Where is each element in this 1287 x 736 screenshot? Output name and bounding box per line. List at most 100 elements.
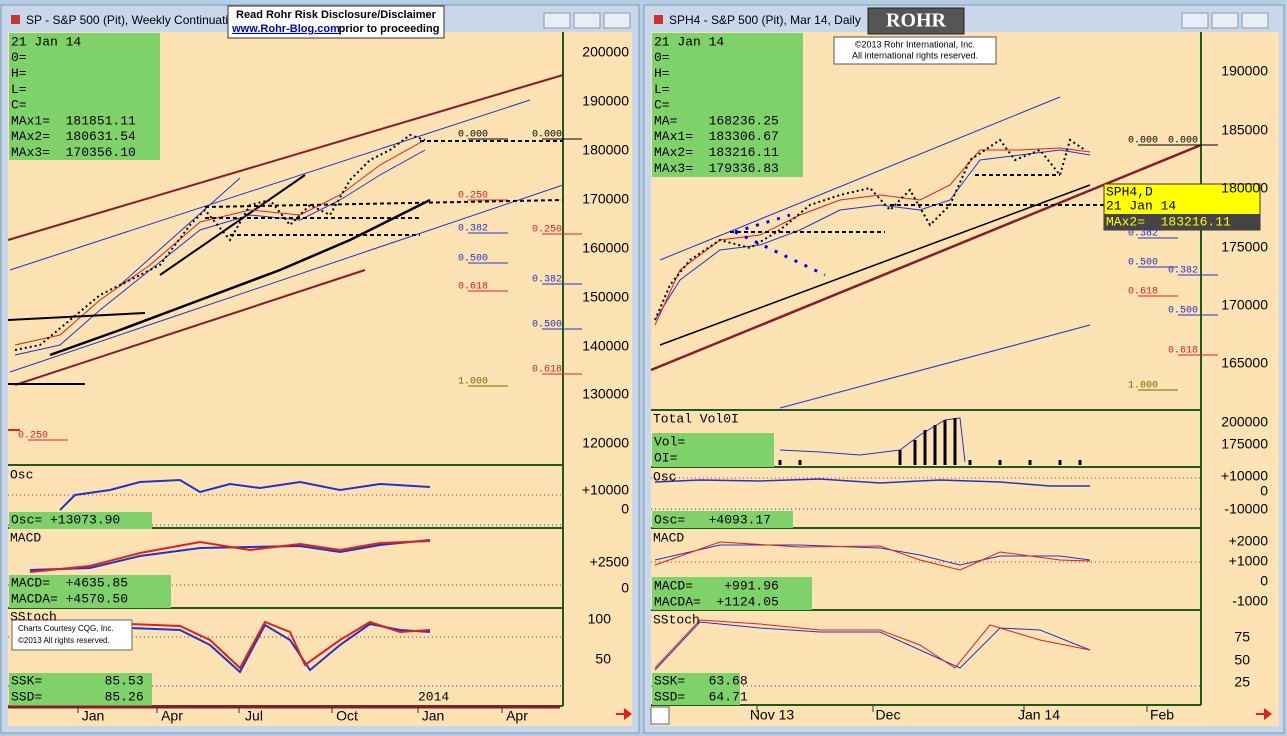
close[interactable] [603, 12, 631, 29]
vol-label: 200000 [1221, 414, 1268, 430]
price-label: 165000 [1221, 355, 1268, 371]
info-line: C= [11, 98, 27, 113]
osc-label: 0 [1260, 483, 1268, 499]
info-line: MA= 168236.25 [654, 113, 779, 128]
disclaimer-line: prior to proceeding [339, 23, 440, 35]
scroll-arrow[interactable] [616, 708, 632, 720]
minimize[interactable] [543, 12, 571, 29]
stoch-label: 25 [1234, 674, 1250, 690]
reading: MACDA= +1124.05 [654, 594, 779, 609]
macd-label: +1000 [1229, 553, 1269, 569]
right-icon [654, 15, 663, 24]
logo-box [867, 7, 965, 35]
fib-label: 0.618 [532, 365, 562, 376]
fib-label: 0.618 [458, 282, 488, 293]
copyright: ©2013 Rohr International, Inc. [855, 39, 975, 49]
osc-label: +10000 [1221, 468, 1268, 484]
maximize[interactable] [573, 12, 601, 29]
date-label: Oct [336, 708, 358, 724]
price-label: 170000 [582, 191, 629, 207]
osc-label: +10000 [582, 482, 629, 498]
left-icon [11, 15, 20, 24]
reading: Vol= [654, 434, 685, 449]
info-line: L= [11, 82, 27, 97]
fib-label: 0.000 [532, 130, 562, 141]
copyright-box [833, 36, 997, 65]
reading-box [9, 673, 152, 706]
date-label: Apr [161, 708, 183, 724]
fib-label: 0.500 [1128, 258, 1158, 269]
fib-label: 0.382 [458, 224, 488, 235]
fib-label: 0.000 [1128, 136, 1158, 147]
osc-label: -10000 [1224, 501, 1268, 517]
info-line: 21 Jan 14 [654, 34, 724, 49]
macd-label: 0 [621, 580, 629, 596]
price-label: 180000 [582, 142, 629, 158]
stoch-label: 100 [588, 611, 612, 627]
vol-label: 175000 [1221, 436, 1268, 452]
reading: SSD= 64.71 [654, 689, 748, 704]
minimize[interactable] [1181, 12, 1209, 29]
fib-label: 0.500 [1168, 306, 1198, 317]
panel-name: Osc [10, 467, 33, 482]
price-label: 160000 [582, 240, 629, 256]
left-price-drawing [7, 74, 564, 431]
panel-name: Total Vol0I [653, 411, 739, 426]
reading: MACDA= +4570.50 [11, 591, 128, 606]
maximize[interactable] [1211, 12, 1239, 29]
reading-box [652, 577, 812, 610]
tooltip-line: SPH4,D [1106, 184, 1153, 199]
disclaimer-link[interactable]: www.Rohr-Blog.com [231, 23, 340, 35]
fib-label: 0.250 [18, 431, 48, 442]
reading-box [652, 511, 793, 528]
reading-box [652, 433, 774, 467]
info-line: C= [654, 98, 670, 113]
reading: Osc= +13073.90 [11, 512, 120, 527]
price-label: 190000 [1221, 63, 1268, 79]
panel-name: MACD [10, 530, 41, 545]
price-label: 150000 [582, 289, 629, 305]
info-line: MAx3= 170356.10 [11, 145, 136, 160]
stoch-label: 75 [1234, 629, 1250, 645]
fib-label: 0.000 [1168, 136, 1198, 147]
reading: Osc= +4093.17 [654, 512, 771, 527]
stoch-label: 50 [595, 651, 611, 667]
close[interactable] [1241, 12, 1269, 29]
panel-name: MACD [653, 530, 684, 545]
price-label: 120000 [582, 435, 629, 451]
right-indicators [651, 417, 1201, 687]
panel-texts: Osc Osc= +13073.90 MACD MACD= +4635.85 M… [10, 184, 1231, 704]
copyright: All international rights reserved. [852, 50, 978, 60]
reading: SSK= 63.68 [654, 673, 748, 688]
stoch-label: 50 [1234, 652, 1250, 668]
info-line: MAx1= 183306.67 [654, 129, 779, 144]
right-title: SPH4 - S&P 500 (Pit), Mar 14, Daily [669, 13, 861, 27]
scroll-arrow[interactable] [1256, 708, 1272, 720]
reading-box [9, 575, 171, 608]
price-label: 185000 [1221, 122, 1268, 138]
fib-label: 0.382 [1128, 229, 1158, 240]
info-line: 0= [654, 50, 670, 65]
macd-label: -1000 [1232, 593, 1268, 609]
note-box [11, 619, 133, 651]
tooltip-line: MAx2= 183216.11 [1106, 214, 1231, 229]
macd-label: +2000 [1229, 533, 1269, 549]
scroll-box[interactable] [650, 706, 670, 725]
right-window-buttons[interactable] [1181, 12, 1269, 29]
fib-label: 0.250 [458, 191, 488, 202]
reading: MACD= +4635.85 [11, 575, 128, 590]
reading: SSK= 85.53 [11, 673, 144, 688]
price-label: 170000 [1221, 297, 1268, 313]
left-window-buttons[interactable] [543, 12, 631, 29]
note: Charts Courtesy CQG, Inc. [18, 624, 114, 633]
right-price-drawing [650, 96, 1202, 409]
fib-label: 0.250 [532, 225, 562, 236]
date-label: Dec [876, 707, 901, 723]
date-label: Nov 13 [750, 707, 795, 723]
date-label: Jul [245, 708, 263, 724]
panel-name: Osc [653, 469, 676, 484]
reading: OI= [654, 450, 678, 465]
fib-label: 0.382 [1168, 266, 1198, 277]
price-label: 140000 [582, 338, 629, 354]
